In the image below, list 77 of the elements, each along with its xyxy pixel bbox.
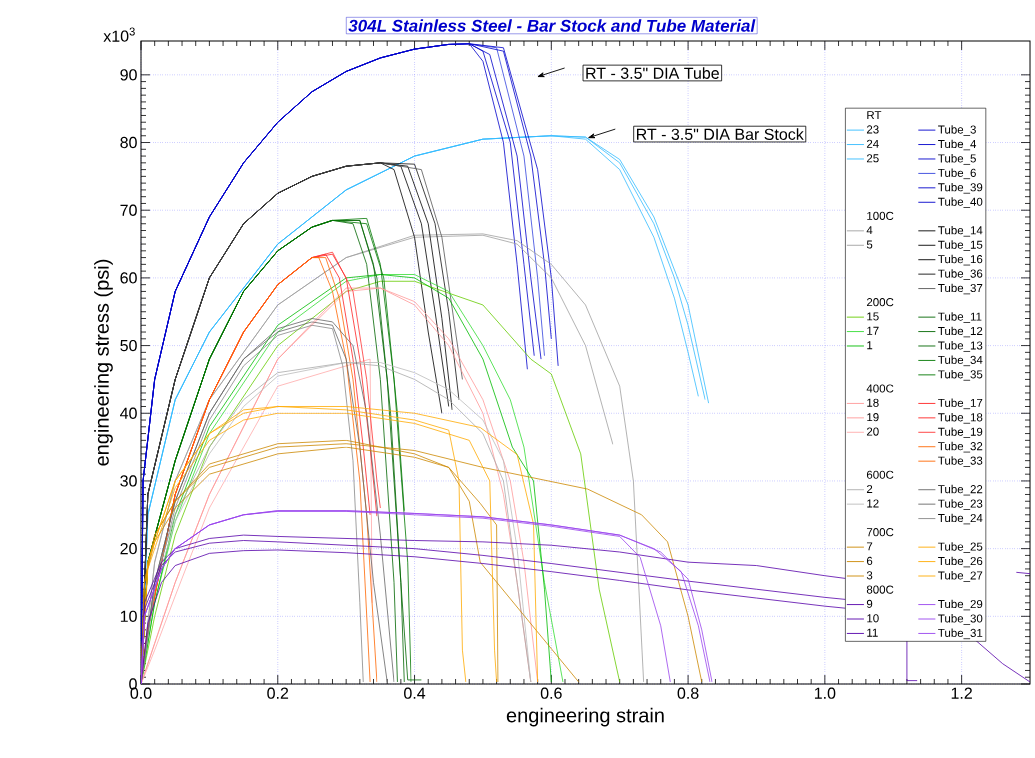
legend-label: Tube_25: [938, 542, 983, 553]
x-tick-label: 1.2: [951, 687, 972, 699]
text: x10$^{3}$: [103, 27, 135, 42]
legend-label: Tube_27: [938, 571, 983, 582]
legend-label: Tube_40: [938, 197, 983, 208]
legend-label: 4: [866, 226, 873, 235]
annotation: 400C: [866, 384, 894, 393]
legend-label: Tube_19: [938, 427, 983, 438]
legend-label: Tube_26: [938, 556, 983, 568]
legend-label: 19: [867, 413, 879, 422]
chart-title: 304L Stainless Steel - Bar Stock and Tube Material: [348, 19, 756, 32]
x-tick-label: 0.6: [540, 687, 562, 699]
legend-label: Tube_4: [938, 139, 977, 151]
legend-label: Tube_16: [938, 254, 983, 266]
legend-label: Tube_37: [938, 283, 983, 295]
series-label: 10: [867, 614, 879, 623]
legend-label: 15: [867, 312, 879, 321]
annotation: 700C: [866, 528, 894, 537]
legend-label: 1: [867, 341, 873, 350]
legend-label: Tube_24: [938, 513, 983, 525]
legend-label: 17: [867, 326, 879, 335]
y-tick-label: 20: [120, 542, 137, 555]
legend-label: Tube_30: [938, 614, 983, 625]
legend-label: 3: [866, 571, 873, 580]
annotation: RT: [867, 111, 882, 120]
annotation: 100C: [867, 211, 894, 220]
y-axis-title: engineering stress (psi): [94, 259, 113, 466]
legend-label: Tube_31: [938, 628, 983, 640]
annotation: 200C: [866, 298, 894, 307]
y-tick-label: 90: [120, 69, 137, 81]
legend-label: 25: [866, 154, 879, 163]
legend-label: 18: [867, 398, 879, 407]
text: 9: [866, 599, 873, 608]
legend-label: Tube_34: [938, 355, 983, 367]
x-tick-label: 0.4: [404, 687, 426, 699]
y-tick-label: 50: [120, 339, 137, 352]
legend-label: Tube_17: [938, 398, 983, 410]
legend-label: Tube_6: [938, 168, 976, 180]
legend-label: Tube_15: [938, 240, 983, 251]
y-tick-label: 60: [120, 272, 137, 284]
legend-label: Tube_32: [938, 441, 983, 453]
legend-label: Tube_5: [938, 154, 976, 165]
legend-label: Tube_35: [938, 369, 983, 381]
legend-label: 12: [867, 499, 879, 508]
legend-label: Tube_14: [938, 225, 983, 237]
legend-label: 2: [866, 484, 873, 493]
legend-label: 24: [866, 139, 879, 148]
legend-label: Tube_13: [938, 341, 983, 352]
legend-label: 11: [867, 628, 878, 637]
legend-label: Tube_11: [938, 312, 982, 323]
y-tick-label: 40: [120, 407, 137, 419]
annotation: 800C: [866, 585, 894, 594]
legend-label: 5: [866, 240, 873, 249]
legend-label: Tube_39: [938, 182, 983, 194]
legend-label: Tube_23: [938, 499, 983, 510]
annotation: RT - 3.5" DIA Tube: [586, 67, 719, 79]
y-tick-label: 30: [120, 475, 137, 487]
y-tick-label: 80: [120, 136, 137, 149]
x-tick-label: 0.8: [677, 687, 699, 699]
annotation: 600C: [866, 470, 894, 479]
legend-label: 23: [866, 125, 879, 134]
legend-label: Tube_29: [938, 599, 983, 611]
y-tick-label: 10: [120, 610, 137, 622]
x-axis-title: engineering strain: [506, 707, 664, 727]
legend-label: Tube_33: [938, 456, 983, 467]
x-tick-label: 0.2: [267, 687, 289, 699]
legend-label: 6: [866, 556, 873, 565]
legend-label: Tube_18: [938, 412, 983, 424]
legend-label: 7: [866, 542, 873, 551]
annotation: RT - 3.5" DIA Bar Stock: [637, 128, 804, 140]
legend-label: Tube_12: [938, 326, 983, 338]
legend-label: Tube_3: [938, 125, 976, 136]
x-tick-label: 1.0: [814, 687, 836, 699]
y-tick-label: 70: [120, 204, 137, 216]
legend-label: Tube_36: [938, 269, 983, 280]
legend-label: Tube_22: [938, 484, 983, 496]
legend-label: 20: [866, 427, 879, 436]
